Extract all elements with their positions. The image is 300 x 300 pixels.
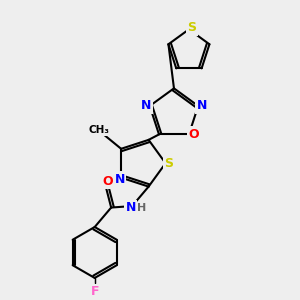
Text: N: N — [196, 99, 207, 112]
Text: O: O — [102, 175, 112, 188]
Text: O: O — [188, 128, 199, 141]
Text: N: N — [125, 201, 136, 214]
Text: N: N — [115, 173, 125, 186]
Text: CH₃: CH₃ — [89, 125, 110, 135]
Text: S: S — [164, 157, 173, 170]
Text: N: N — [141, 99, 151, 112]
Text: F: F — [90, 285, 99, 298]
Text: H: H — [137, 203, 146, 213]
Text: S: S — [188, 21, 196, 34]
